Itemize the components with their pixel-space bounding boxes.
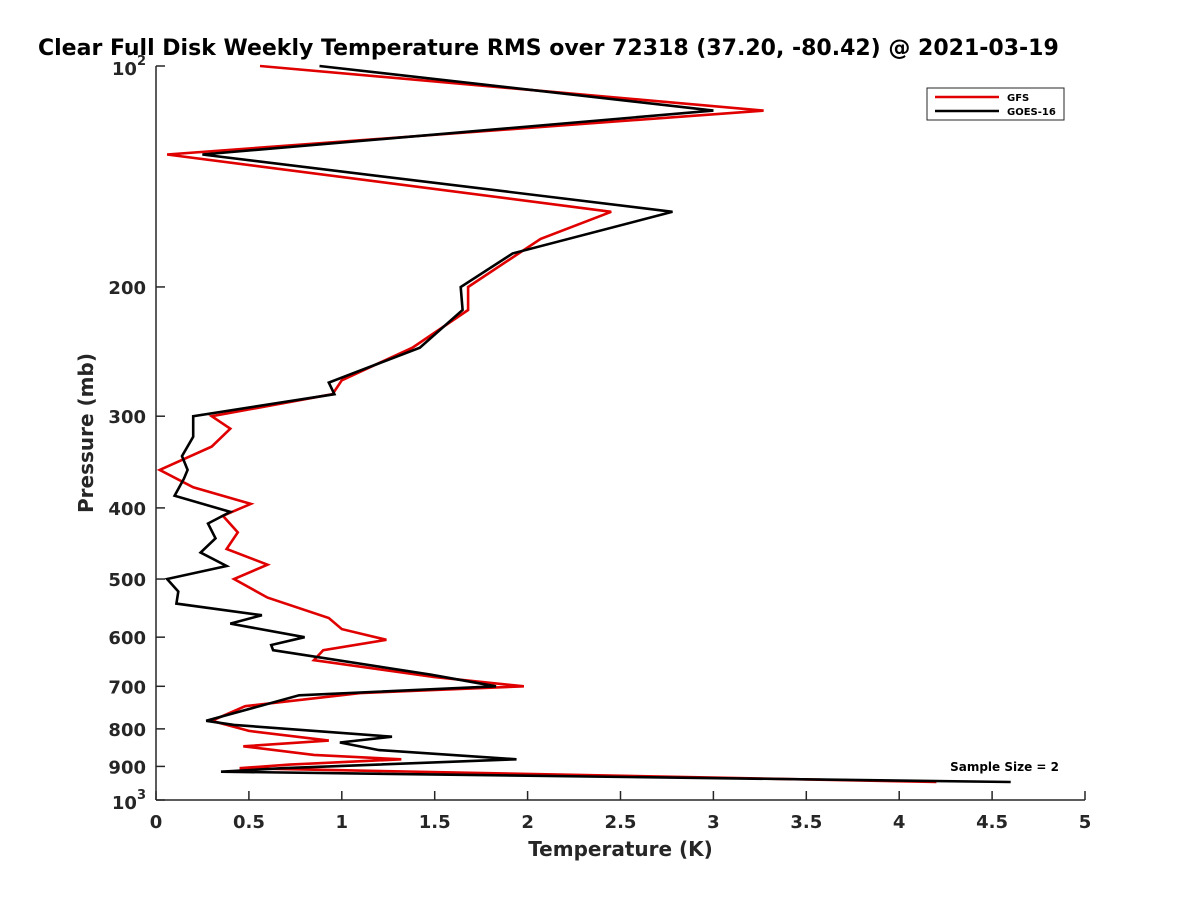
y-tick-label: 200 xyxy=(108,278,146,299)
y-tick-label: 700 xyxy=(108,677,146,698)
y-tick-label: 800 xyxy=(108,720,146,741)
legend: GFS GOES-16 xyxy=(926,87,1065,121)
y-axis-ticks: 200 300 400 500 600 700 800 900 102 103 xyxy=(108,54,165,814)
chart-title: Clear Full Disk Weekly Temperature RMS o… xyxy=(38,36,1059,61)
plot-area: 0 0.5 1 1.5 2 2.5 3 3.5 4 4.5 5 200 300 400 500 600 700… xyxy=(108,54,1091,833)
x-tick-label: 2.5 xyxy=(605,812,637,833)
y-tick-label: 900 xyxy=(108,757,146,778)
sample-size-annotation: Sample Size = 2 xyxy=(950,760,1059,774)
x-tick-label: 1.5 xyxy=(419,812,451,833)
x-tick-label: 0 xyxy=(150,812,163,833)
series-layer xyxy=(156,64,1011,784)
y-decade-tick-label: 103 xyxy=(112,788,146,814)
series-line-goes-16 xyxy=(164,64,1011,784)
legend-box xyxy=(926,87,1065,121)
x-tick-label: 5 xyxy=(1079,812,1092,833)
x-axis-ticks: 0 0.5 1 1.5 2 2.5 3 3.5 4 4.5 5 xyxy=(150,791,1092,833)
y-tick-label: 500 xyxy=(108,570,146,591)
series-line-gfs xyxy=(156,64,937,784)
x-tick-label: 4.5 xyxy=(976,812,1008,833)
x-tick-label: 2 xyxy=(521,812,534,833)
y-tick-label: 400 xyxy=(108,499,146,520)
legend-entries: GFS GOES-16 xyxy=(935,93,1056,118)
x-tick-label: 3.5 xyxy=(790,812,822,833)
x-tick-label: 0.5 xyxy=(233,812,265,833)
legend-label: GOES-16 xyxy=(1007,107,1056,118)
y-axis-label: Pressure (mb) xyxy=(74,353,98,513)
x-axis-label: Temperature (K) xyxy=(528,837,713,861)
y-tick-label: 600 xyxy=(108,628,146,649)
x-tick-label: 1 xyxy=(336,812,349,833)
y-tick-label: 300 xyxy=(108,407,146,428)
legend-label: GFS xyxy=(1007,93,1029,104)
y-decade-tick-label: 102 xyxy=(112,54,146,80)
x-tick-label: 3 xyxy=(707,812,720,833)
x-tick-label: 4 xyxy=(893,812,906,833)
